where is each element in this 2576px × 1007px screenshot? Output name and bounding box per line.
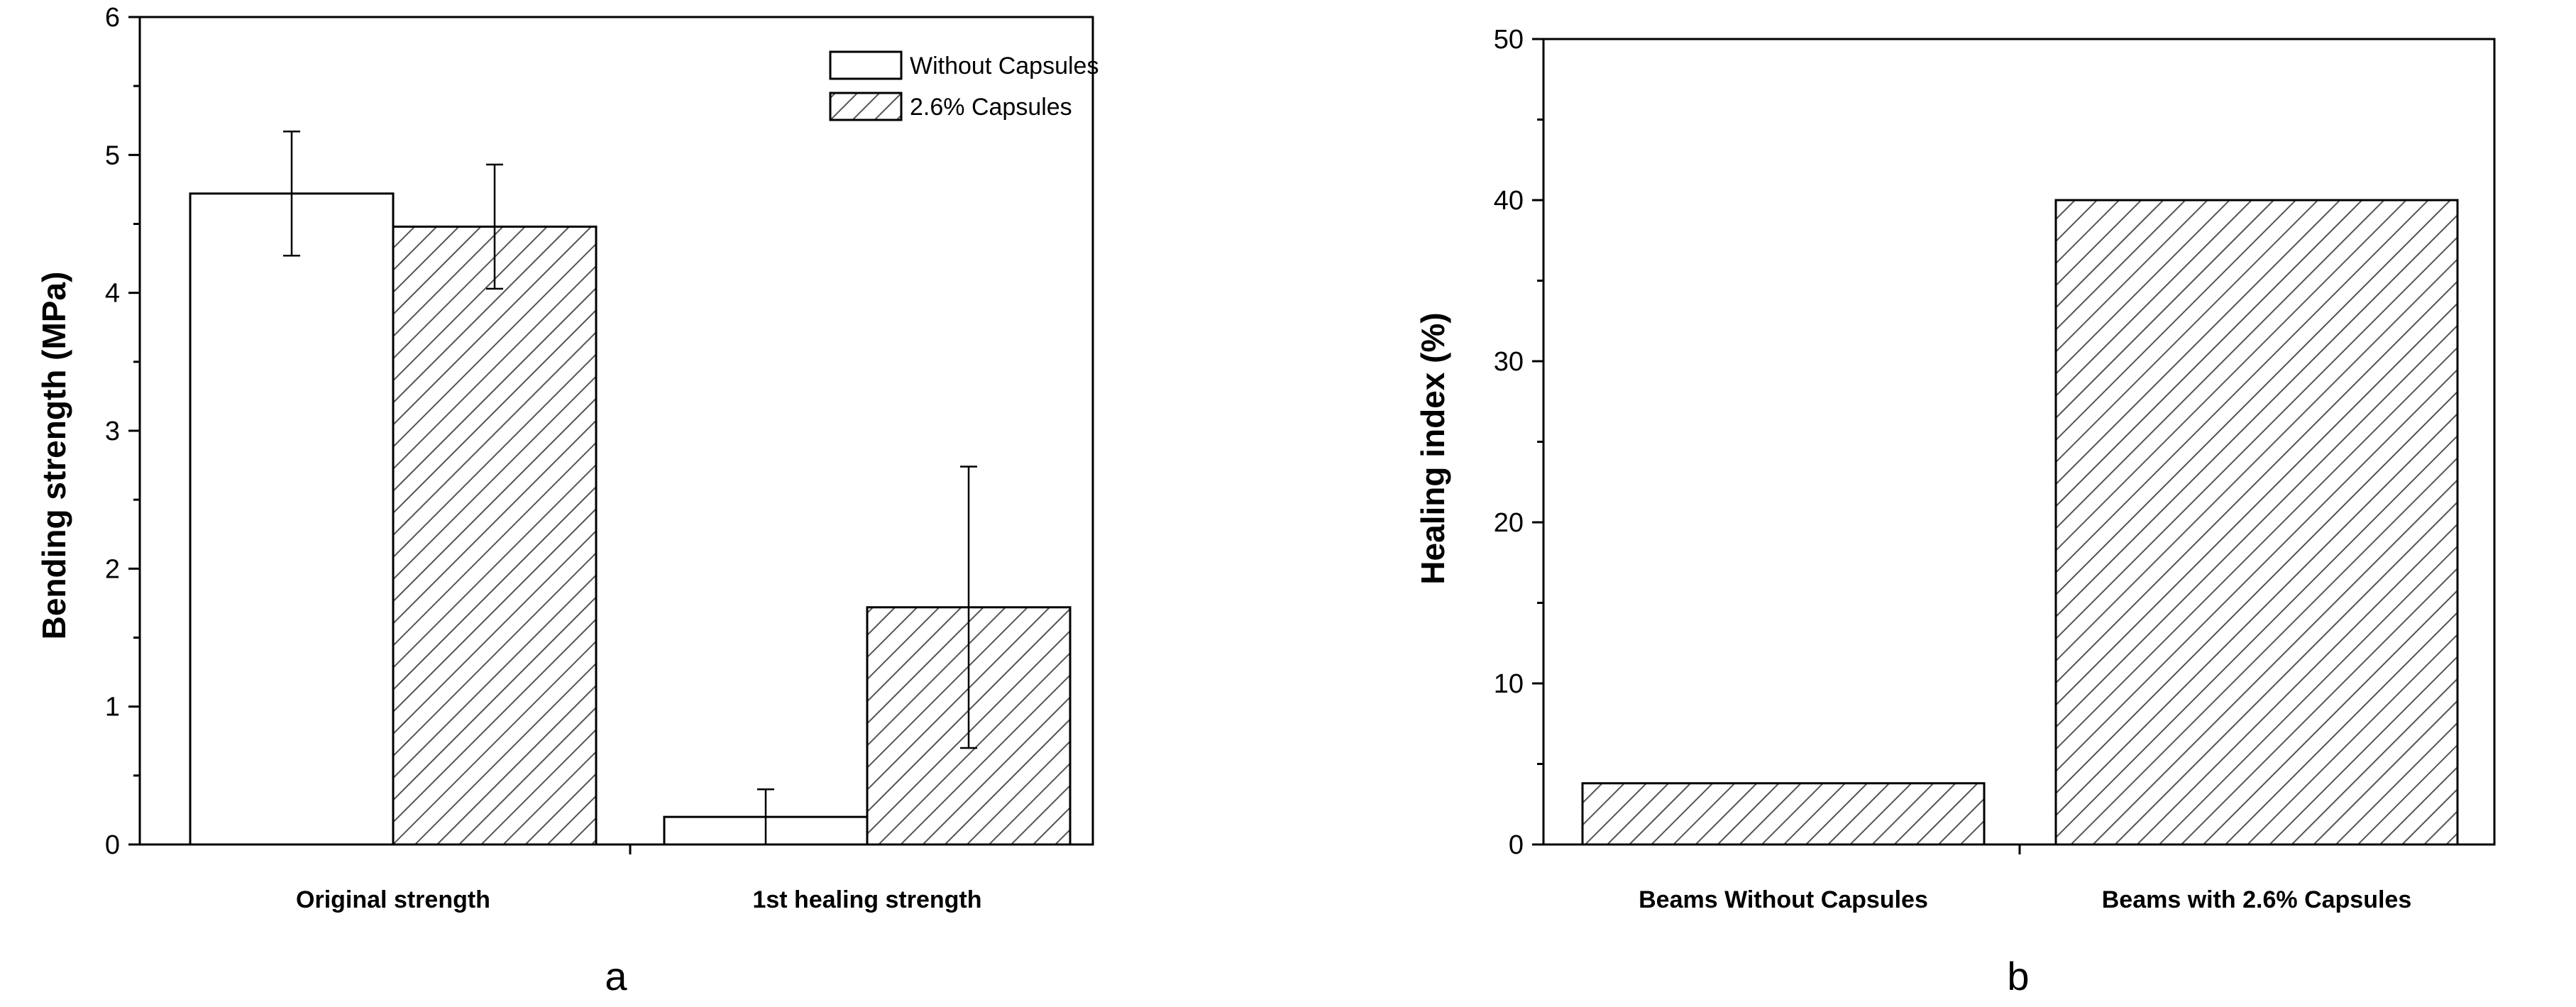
chart-a-ytick-label: 2 — [105, 554, 120, 584]
chart-a: 0 1 2 3 4 5 6 Original strength 1st healing st… — [35, 3, 1099, 998]
chart-a-ylabel: Bending strength (MPa) — [35, 272, 72, 640]
chart-b: 0 10 20 30 40 50 Beams Without Capsules Beams… — [1414, 25, 2496, 998]
chart-a-ytick-label: 4 — [105, 279, 120, 309]
panel-label-a: a — [605, 954, 627, 998]
legend-swatch-capsules — [829, 92, 903, 121]
chart-b-ytick-label: 40 — [1494, 186, 1524, 216]
chart-a-errorbar-0-0 — [283, 131, 300, 257]
legend-swatch-without-capsules — [829, 50, 903, 80]
chart-a-bar-without-capsules-0 — [189, 192, 395, 846]
chart-b-ytick-label: 10 — [1494, 669, 1524, 699]
chart-b-ytick-label: 20 — [1494, 508, 1524, 538]
chart-b-ylabel: Healing index (%) — [1414, 312, 1451, 584]
chart-a-ytick-label: 6 — [105, 3, 120, 33]
chart-a-ytick-label: 5 — [105, 141, 120, 170]
chart-a-bar-capsules-0 — [392, 225, 598, 846]
chart-b-xtick-label-1: Beams with 2.6% Capsules — [2102, 886, 2412, 913]
chart-a-legend: Without Capsules 2.6% Capsules — [829, 50, 1099, 121]
panel-label-b: b — [2007, 954, 2029, 998]
legend-label-capsules: 2.6% Capsules — [910, 94, 1072, 121]
legend-label-without-capsules: Without Capsules — [910, 53, 1099, 79]
chart-a-ytick-label: 1 — [105, 693, 120, 722]
chart-b-bar-0 — [1581, 782, 1986, 846]
chart-a-ytick-label: 0 — [105, 830, 120, 860]
chart-b-ytick-label: 30 — [1494, 347, 1524, 377]
chart-a-xtick-label-0: Original strength — [296, 886, 490, 913]
chart-a-ytick-label: 3 — [105, 417, 120, 446]
chart-b-xtick-label-0: Beams Without Capsules — [1639, 886, 1928, 913]
chart-a-errorbar-1-1 — [960, 466, 977, 749]
chart-a-errorbar-1-0 — [486, 163, 503, 290]
chart-b-ytick-label: 0 — [1509, 830, 1524, 860]
chart-b-ytick-label: 50 — [1494, 25, 1524, 55]
chart-a-xtick-label-1: 1st healing strength — [752, 886, 981, 913]
chart-b-bar-1 — [2054, 199, 2459, 846]
